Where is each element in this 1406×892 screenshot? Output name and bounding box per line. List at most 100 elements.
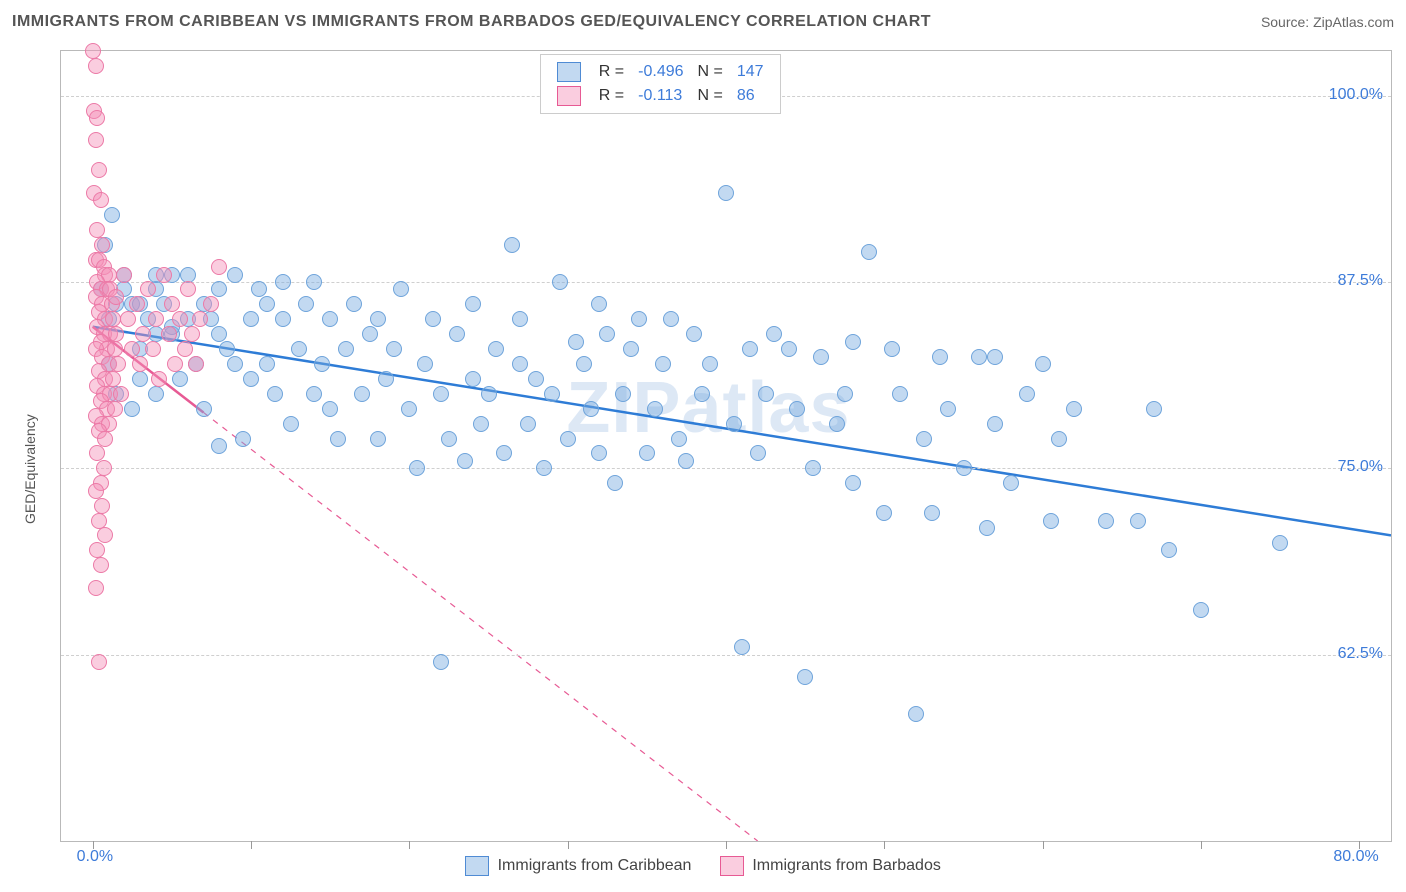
data-point (971, 349, 987, 365)
data-point (85, 43, 101, 59)
data-point (89, 542, 105, 558)
legend-item-1: Immigrants from Barbados (720, 856, 941, 876)
swatch-cell-1 (551, 85, 591, 107)
data-point (94, 237, 110, 253)
data-point (797, 669, 813, 685)
source-label: Source: ZipAtlas.com (1261, 14, 1394, 30)
data-point (583, 401, 599, 417)
data-point (924, 505, 940, 521)
data-point (211, 259, 227, 275)
data-point (742, 341, 758, 357)
data-point (188, 356, 204, 372)
correlation-row-0: R = -0.496 N = 147 (551, 61, 770, 83)
series-swatch-1 (557, 86, 581, 106)
data-point (151, 371, 167, 387)
data-point (370, 311, 386, 327)
data-point (1130, 513, 1146, 529)
chart-container: IMMIGRANTS FROM CARIBBEAN VS IMMIGRANTS … (0, 0, 1406, 892)
data-point (1051, 431, 1067, 447)
data-point (148, 311, 164, 327)
n-value-1: 86 (731, 85, 770, 107)
data-point (694, 386, 710, 402)
data-point (322, 401, 338, 417)
data-point (829, 416, 845, 432)
data-point (805, 460, 821, 476)
data-point (108, 326, 124, 342)
legend-swatch-1 (720, 856, 744, 876)
n-value-0: 147 (731, 61, 770, 83)
data-point (235, 431, 251, 447)
data-point (88, 132, 104, 148)
data-point (591, 296, 607, 312)
data-point (370, 431, 386, 447)
chart-title: IMMIGRANTS FROM CARIBBEAN VS IMMIGRANTS … (12, 13, 931, 31)
data-point (1161, 542, 1177, 558)
data-point (1272, 535, 1288, 551)
data-point (568, 334, 584, 350)
data-point (120, 311, 136, 327)
data-point (473, 416, 489, 432)
data-point (227, 267, 243, 283)
data-point (97, 431, 113, 447)
y-grid-label: 62.5% (1338, 645, 1383, 663)
data-point (409, 460, 425, 476)
correlation-table: R = -0.496 N = 147 R = -0.113 N = 86 (549, 59, 772, 109)
x-tick (568, 841, 569, 849)
data-point (726, 416, 742, 432)
data-point (91, 654, 107, 670)
data-point (275, 311, 291, 327)
legend-label-0: Immigrants from Caribbean (498, 857, 692, 874)
x-tick (251, 841, 252, 849)
data-point (734, 639, 750, 655)
data-point (1146, 401, 1162, 417)
data-point (180, 267, 196, 283)
data-point (956, 460, 972, 476)
data-point (932, 349, 948, 365)
data-point (88, 483, 104, 499)
data-point (172, 311, 188, 327)
gridline (61, 468, 1391, 469)
data-point (1019, 386, 1035, 402)
data-point (457, 453, 473, 469)
data-point (607, 475, 623, 491)
data-point (362, 326, 378, 342)
series-swatch-0 (557, 62, 581, 82)
data-point (940, 401, 956, 417)
data-point (987, 349, 1003, 365)
data-point (512, 311, 528, 327)
legend-swatch-0 (465, 856, 489, 876)
data-point (105, 311, 121, 327)
data-point (663, 311, 679, 327)
data-point (623, 341, 639, 357)
header-bar: IMMIGRANTS FROM CARIBBEAN VS IMMIGRANTS … (0, 0, 1406, 44)
data-point (96, 460, 112, 476)
data-point (330, 431, 346, 447)
data-point (251, 281, 267, 297)
data-point (1035, 356, 1051, 372)
series-legend: Immigrants from Caribbean Immigrants fro… (0, 856, 1406, 876)
data-point (1003, 475, 1019, 491)
data-point (132, 371, 148, 387)
plot-inner: ZIPatlas 62.5%75.0%87.5%100.0% (61, 51, 1391, 841)
data-point (576, 356, 592, 372)
data-point (338, 341, 354, 357)
data-point (306, 274, 322, 290)
data-point (987, 416, 1003, 432)
data-point (314, 356, 330, 372)
x-tick (1201, 841, 1202, 849)
data-point (298, 296, 314, 312)
data-point (346, 296, 362, 312)
data-point (243, 311, 259, 327)
data-point (145, 341, 161, 357)
data-point (979, 520, 995, 536)
data-point (211, 281, 227, 297)
data-point (1043, 513, 1059, 529)
data-point (465, 371, 481, 387)
data-point (378, 371, 394, 387)
data-point (425, 311, 441, 327)
data-point (433, 654, 449, 670)
data-point (107, 401, 123, 417)
gridline (61, 655, 1391, 656)
r-label-1: R = (593, 85, 630, 107)
n-label-1: N = (692, 85, 729, 107)
